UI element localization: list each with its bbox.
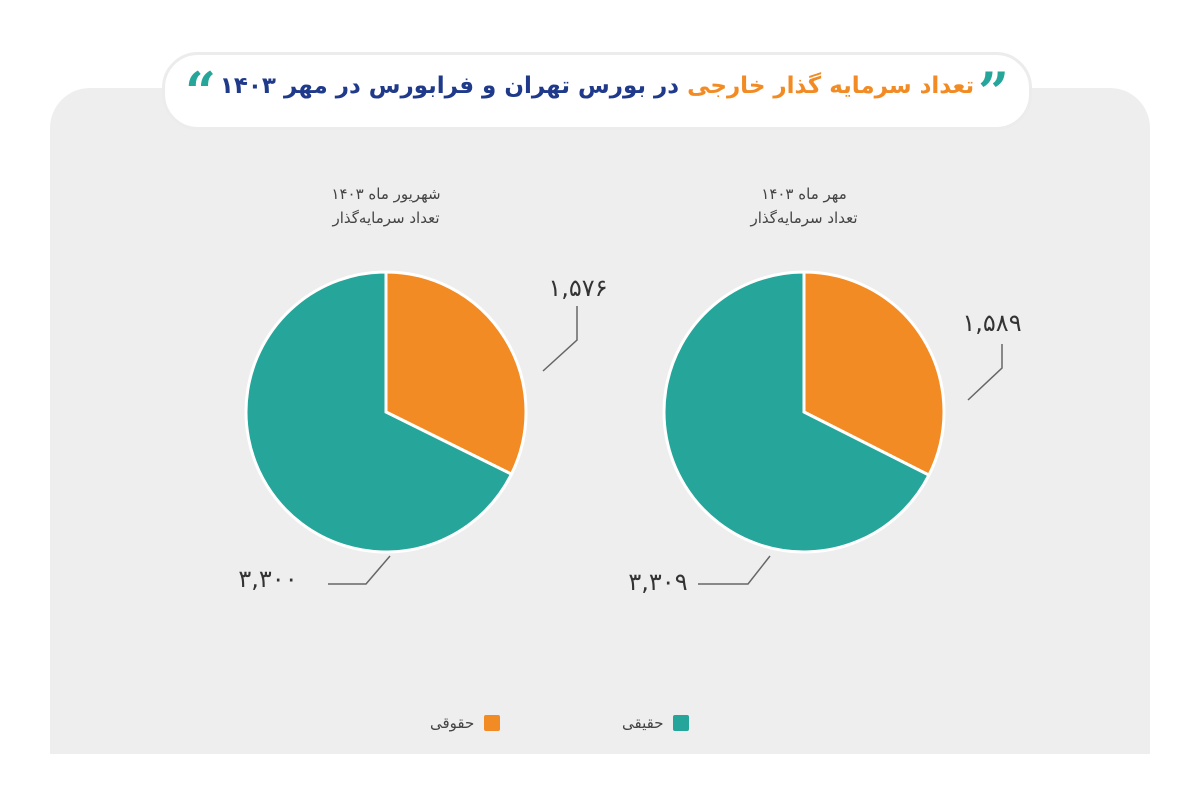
page-title: تعداد سرمایه گذار خارجی در بورس تهران و … <box>165 73 1029 99</box>
pie-shahrivar-value-label-haghighi: ۳,۳۰۰ <box>238 565 297 593</box>
legend-item-hoghooghi: حقوقی <box>430 714 501 732</box>
pie-mehr-value-label-haghighi: ۳,۳۰۹ <box>628 568 687 596</box>
pie-mehr-slice-hoghooghi <box>802 270 946 478</box>
legend-swatch-haghighi <box>673 715 690 731</box>
legend-label-hoghooghi: حقوقی <box>430 714 475 732</box>
legend-item-haghighi: حقیقی <box>622 714 690 732</box>
pie-shahrivar-subtitle-line2: تعداد سرمایه‌گذار <box>332 209 440 227</box>
pie-mehr-subtitle: مهر ماه ۱۴۰۳ تعداد سرمایه‌گذار <box>654 182 954 230</box>
title-highlight: تعداد سرمایه گذار خارجی <box>687 73 975 99</box>
pie-shahrivar-leader-line-1 <box>328 555 391 585</box>
quote-open-icon: “ <box>185 60 217 124</box>
pie-shahrivar-slice-hoghooghi <box>384 270 528 477</box>
title-rest: در بورس تهران و فرابورس در مهر ۱۴۰۳ <box>219 73 688 99</box>
quote-close-icon: ” <box>977 60 1009 124</box>
pie-mehr-slice-haghighi <box>662 270 931 554</box>
legend-swatch-hoghooghi <box>484 715 501 731</box>
legend-label-haghighi: حقیقی <box>622 714 664 732</box>
chart-panel <box>50 88 1150 754</box>
pie-mehr-subtitle-line2: تعداد سرمایه‌گذار <box>750 209 858 227</box>
pie-mehr-leader-line-0 <box>967 344 1003 401</box>
pie-mehr-value-label-hoghooghi: ۱,۵۸۹ <box>962 309 1021 337</box>
title-bar: “ تعداد سرمایه گذار خارجی در بورس تهران … <box>162 52 1032 130</box>
pie-shahrivar-leader-line-0 <box>542 306 578 372</box>
pie-shahrivar-slice-haghighi <box>244 270 514 554</box>
pie-mehr-leader-line-1 <box>698 555 771 585</box>
pie-shahrivar-subtitle-line1: شهریور ماه ۱۴۰۳ <box>331 185 441 203</box>
pie-shahrivar-subtitle: شهریور ماه ۱۴۰۳ تعداد سرمایه‌گذار <box>236 182 536 230</box>
pie-mehr-subtitle-line1: مهر ماه ۱۴۰۳ <box>761 185 847 203</box>
pie-shahrivar-value-label-hoghooghi: ۱,۵۷۶ <box>548 274 607 302</box>
